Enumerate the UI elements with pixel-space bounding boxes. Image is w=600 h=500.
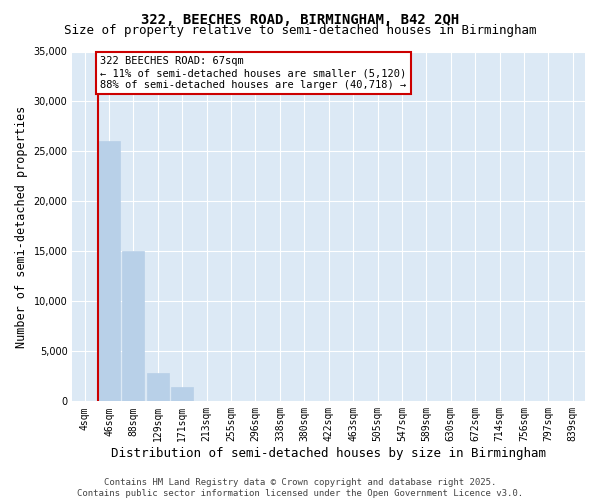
Bar [171,388,193,402]
Bar [98,142,120,402]
Bar [147,374,169,402]
X-axis label: Distribution of semi-detached houses by size in Birmingham: Distribution of semi-detached houses by … [111,447,546,460]
Bar [122,252,145,402]
Text: 322, BEECHES ROAD, BIRMINGHAM, B42 2QH: 322, BEECHES ROAD, BIRMINGHAM, B42 2QH [141,12,459,26]
Text: Size of property relative to semi-detached houses in Birmingham: Size of property relative to semi-detach… [64,24,536,37]
Text: 322 BEECHES ROAD: 67sqm
← 11% of semi-detached houses are smaller (5,120)
88% of: 322 BEECHES ROAD: 67sqm ← 11% of semi-de… [100,56,407,90]
Y-axis label: Number of semi-detached properties: Number of semi-detached properties [15,106,28,348]
Text: Contains HM Land Registry data © Crown copyright and database right 2025.
Contai: Contains HM Land Registry data © Crown c… [77,478,523,498]
